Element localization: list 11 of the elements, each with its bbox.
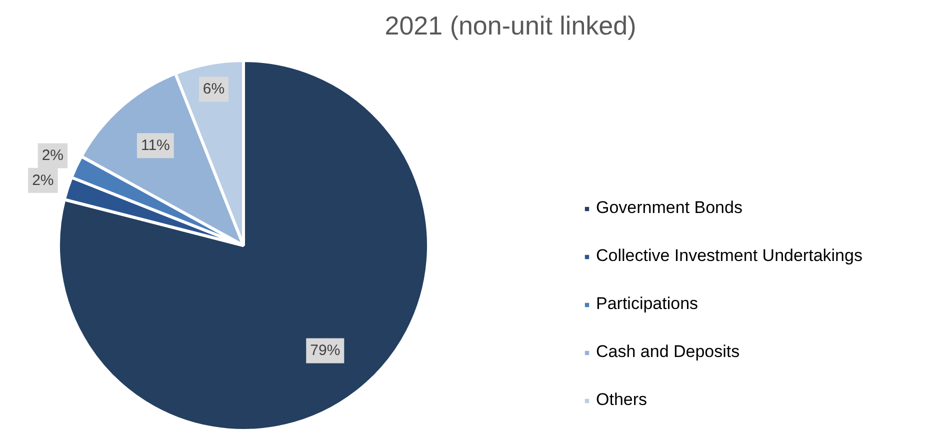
legend-label: Participations (596, 294, 698, 314)
legend-label: Government Bonds (596, 198, 742, 218)
legend-label: Collective Investment Undertakings (596, 246, 862, 266)
data-label: 2% (32, 172, 54, 189)
data-label: 11% (140, 137, 170, 154)
chart-title: 2021 (non-unit linked) (384, 10, 636, 40)
legend-label: Others (596, 390, 648, 410)
legend-label: Cash and Deposits (596, 342, 740, 362)
data-label: 2% (42, 147, 64, 164)
data-label: 79% (310, 342, 340, 360)
data-label: 6% (202, 80, 225, 98)
